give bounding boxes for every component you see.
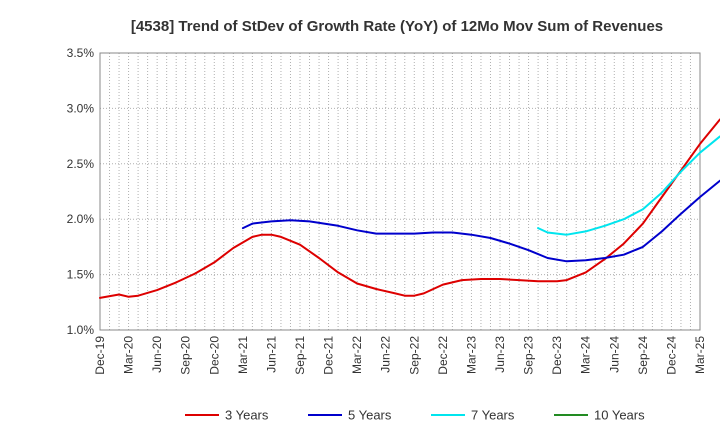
x-tick-label: Dec-20	[207, 336, 221, 375]
chart-title: [4538] Trend of StDev of Growth Rate (Yo…	[131, 18, 663, 35]
axes: 1.0% 1.5% 2.0% 2.5% 3.0% 3.5% Dec-19 Mar-20 Jun-…	[67, 46, 707, 375]
x-tick-label: Dec-22	[436, 336, 450, 375]
x-tick-label: Sep-24	[636, 336, 650, 375]
legend-label: 5 Years	[348, 408, 392, 423]
x-tick-label: Dec-21	[322, 336, 336, 375]
x-tick-label: Sep-23	[522, 336, 536, 375]
x-tick-label: Dec-19	[93, 336, 107, 375]
plot-area	[100, 53, 700, 330]
series-lines	[99, 118, 720, 299]
x-tick-label: Mar-22	[350, 336, 364, 374]
x-tick-label: Dec-23	[550, 336, 564, 375]
x-tick-label: Mar-24	[579, 336, 593, 374]
x-tick-label: Jun-22	[379, 336, 393, 373]
x-tick-label: Mar-21	[236, 336, 250, 374]
legend: 3 Years 5 Years 7 Years 10 Years	[185, 408, 645, 423]
x-tick-label: Mar-23	[464, 336, 478, 374]
legend-label: 7 Years	[471, 408, 515, 423]
x-tick-label: Sep-21	[293, 336, 307, 375]
legend-label: 10 Years	[594, 408, 645, 423]
x-tick-label: Jun-23	[493, 336, 507, 373]
y-tick-label: 3.0%	[67, 101, 95, 115]
series-line-7-years	[537, 135, 720, 236]
y-tick-label: 1.0%	[67, 323, 95, 337]
y-tick-label: 1.5%	[67, 268, 95, 282]
x-tick-label: Jun-24	[607, 336, 621, 373]
x-tick-label: Sep-22	[407, 336, 421, 375]
y-tick-label: 3.5%	[67, 46, 95, 60]
x-tick-label: Dec-24	[664, 336, 678, 375]
series-line-5-years	[241, 179, 720, 263]
x-tick-label: Jun-21	[264, 336, 278, 373]
y-tick-label: 2.5%	[67, 157, 95, 171]
plot-frame	[99, 52, 701, 331]
x-tick-label: Sep-20	[179, 336, 193, 375]
legend-label: 3 Years	[225, 408, 269, 423]
x-tick-label: Mar-20	[122, 336, 136, 374]
y-tick-label: 2.0%	[67, 212, 95, 226]
x-tick-label: Jun-20	[150, 336, 164, 373]
x-tick-label: Mar-25	[693, 336, 707, 374]
